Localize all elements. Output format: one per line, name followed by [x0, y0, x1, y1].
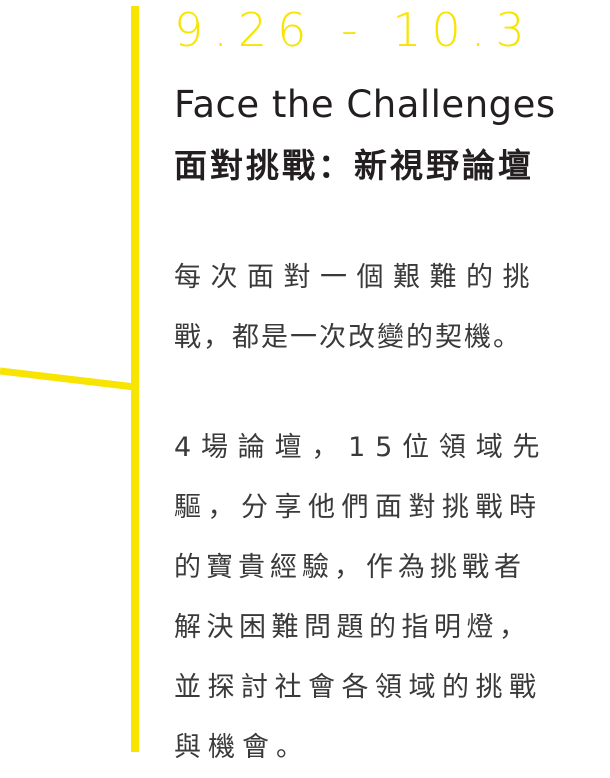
description-line: 4場論壇，15位領域先	[174, 432, 550, 463]
description-line: 驅，分享他們面對挑戰時	[174, 492, 543, 523]
description-line: 並探討社會各領域的挑戰	[174, 672, 543, 703]
timeline-branch-line	[0, 367, 136, 391]
intro-paragraph: 每次面對一個艱難的挑 戰，都是一次改變的契機。	[174, 248, 606, 368]
description-line: 的寶貴經驗，作為挑戰者	[174, 552, 526, 583]
description-paragraph: 4場論壇，15位領域先 驅，分享他們面對挑戰時 的寶貴經驗，作為挑戰者 解決困難…	[174, 418, 606, 778]
event-title-english: Face the Challenges	[174, 83, 556, 126]
intro-line: 每次面對一個艱難的挑	[174, 262, 539, 293]
description-line: 與機會。	[174, 732, 310, 763]
event-title-chinese: 面對挑戰：新視野論壇	[174, 146, 534, 185]
intro-line: 戰，都是一次改變的契機。	[174, 322, 522, 353]
event-date-range: 9.26 - 10.3	[174, 3, 535, 57]
description-line: 解決困難問題的指明燈，	[174, 612, 532, 643]
